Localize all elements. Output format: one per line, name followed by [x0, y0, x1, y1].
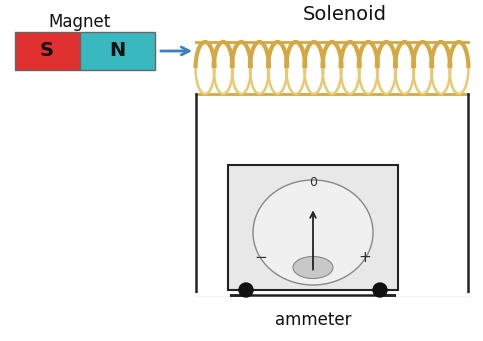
Circle shape — [373, 283, 387, 297]
Ellipse shape — [293, 256, 333, 279]
Ellipse shape — [253, 180, 373, 285]
FancyBboxPatch shape — [80, 32, 155, 70]
Text: Solenoid: Solenoid — [303, 4, 387, 24]
Text: +: + — [358, 250, 371, 265]
Circle shape — [239, 283, 253, 297]
Bar — [228, 165, 398, 290]
FancyBboxPatch shape — [15, 32, 80, 70]
Text: ammeter: ammeter — [275, 311, 351, 329]
Text: N: N — [109, 42, 125, 60]
Text: S: S — [40, 42, 54, 60]
Text: Magnet: Magnet — [49, 13, 111, 31]
Text: −: − — [255, 250, 268, 265]
Text: 0: 0 — [309, 177, 317, 190]
